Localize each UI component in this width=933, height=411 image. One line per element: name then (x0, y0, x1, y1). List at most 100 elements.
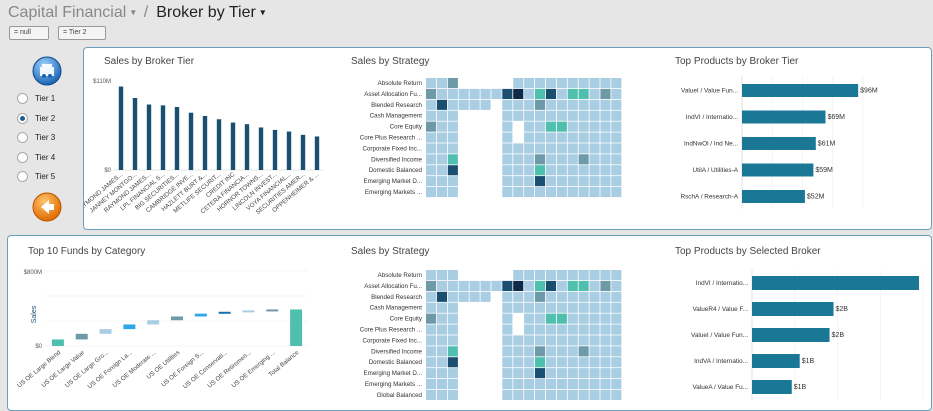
heatmap-cell (589, 176, 600, 187)
heatmap-cell (578, 389, 589, 400)
heatmap-cell (469, 270, 480, 281)
heatmap-cell (502, 313, 513, 324)
breadcrumb-separator: / (143, 4, 149, 21)
heatmap-cell (600, 368, 611, 379)
heatmap-cell (458, 132, 469, 143)
heatmap-cell (578, 165, 589, 176)
heatmap-cell (545, 389, 556, 400)
heatmap-row-label: Cash Management (370, 305, 423, 312)
heatmap-cell (491, 357, 502, 368)
heatmap-cell (567, 121, 578, 132)
heatmap-cell (611, 78, 622, 89)
heatmap-cell (458, 110, 469, 121)
heatmap-cell (458, 291, 469, 302)
bar (244, 124, 250, 170)
filter-chip-tier[interactable]: = Tier 2 (58, 26, 106, 40)
heatmap-cell (545, 154, 556, 165)
heatmap-cell (600, 187, 611, 198)
heatmap-cell (480, 389, 491, 400)
bar-value-label: $52M (807, 194, 825, 201)
heatmap-cell (535, 270, 546, 281)
top-products-by-broker-tier-title: Top Products by Broker Tier (675, 56, 799, 67)
heatmap-cell (426, 368, 437, 379)
heatmap-cell (545, 176, 556, 187)
heatmap-cell (589, 379, 600, 390)
heatmap-cell (600, 176, 611, 187)
heatmap-cell (545, 99, 556, 110)
heatmap-row-label: Absolute Return (378, 80, 423, 87)
heatmap-cell (480, 143, 491, 154)
heatmap-cell (545, 88, 556, 99)
heatmap-cell (611, 291, 622, 302)
heatmap-cell (589, 99, 600, 110)
tier-radio-3[interactable] (17, 132, 28, 143)
heatmap-cell (600, 154, 611, 165)
back-arrow-icon[interactable] (32, 192, 62, 222)
heatmap-cell (578, 99, 589, 110)
heatmap-cell (447, 88, 458, 99)
heatmap-cell (480, 187, 491, 198)
y-tick-label: $0 (104, 168, 111, 174)
tier-label: Tier 1 (35, 94, 56, 103)
heatmap-cell (535, 379, 546, 390)
waterfall-bar (218, 311, 231, 314)
heatmap-cell (426, 143, 437, 154)
sales-by-strategy-title: Sales by Strategy (351, 56, 430, 67)
heatmap-cell (545, 346, 556, 357)
sales-by-strategy-heatmap: Absolute Return Asset Allocation Fu... Ble… (360, 270, 622, 400)
heatmap-cell (535, 291, 546, 302)
heatmap-cell (447, 291, 458, 302)
heatmap-cell (491, 291, 502, 302)
heatmap-cell (556, 154, 567, 165)
heatmap-cell (436, 291, 447, 302)
heatmap-cell (436, 324, 447, 335)
heatmap-cell (589, 368, 600, 379)
heatmap-cell (436, 165, 447, 176)
heatmap-cell (611, 88, 622, 99)
heatmap-cell (480, 368, 491, 379)
tier-selector: Tier 1 Tier 2 Tier 3 Tier 4 Tier 5 (0, 45, 80, 230)
bar (752, 276, 920, 290)
logo-icon[interactable] (32, 56, 62, 86)
heatmap-cell (611, 121, 622, 132)
heatmap-cell (502, 121, 513, 132)
heatmap-cell (480, 346, 491, 357)
heatmap-cell (611, 99, 622, 110)
waterfall-bar (99, 329, 112, 334)
heatmap-cell (611, 154, 622, 165)
heatmap-cell (436, 143, 447, 154)
heatmap-cell (447, 132, 458, 143)
tier-radio-5[interactable] (17, 171, 28, 182)
heatmap-cell (556, 389, 567, 400)
heatmap-cell (524, 99, 535, 110)
app-title-dropdown[interactable]: Capital Financial ▾ (8, 4, 136, 21)
heatmap-cell (513, 302, 524, 313)
heatmap-cell (458, 335, 469, 346)
heatmap-cell (556, 110, 567, 121)
heatmap-cell (513, 78, 524, 89)
x-tick-label: US OE Foreign S... (160, 349, 205, 389)
page-title-dropdown[interactable]: Broker by Tier ▾ (156, 4, 266, 21)
heatmap-cell (447, 99, 458, 110)
heatmap-cell (436, 379, 447, 390)
heatmap-cell (469, 379, 480, 390)
tier-radio-4[interactable] (17, 151, 28, 163)
heatmap-cell (524, 88, 535, 99)
tier-radio-2[interactable] (17, 112, 28, 124)
heatmap-cell (513, 121, 524, 132)
heatmap-cell (469, 121, 480, 132)
heatmap-cell (535, 302, 546, 313)
filter-chip-null[interactable]: = null (9, 26, 49, 40)
top-products-by-selected-broker-chart: IndVI / Internatio... ValueR4 / Value F..… (691, 270, 924, 400)
heatmap-cell (426, 88, 437, 99)
heatmap-cell (458, 88, 469, 99)
tier-radio-1[interactable] (17, 93, 28, 104)
heatmap-cell (502, 143, 513, 154)
heatmap-row-label: Emerging Markets ... (365, 381, 422, 388)
heatmap-cell (458, 121, 469, 132)
heatmap-cell (600, 280, 611, 291)
heatmap-cell (436, 88, 447, 99)
heatmap-cell (589, 357, 600, 368)
bar (314, 136, 320, 170)
heatmap-cell (535, 132, 546, 143)
